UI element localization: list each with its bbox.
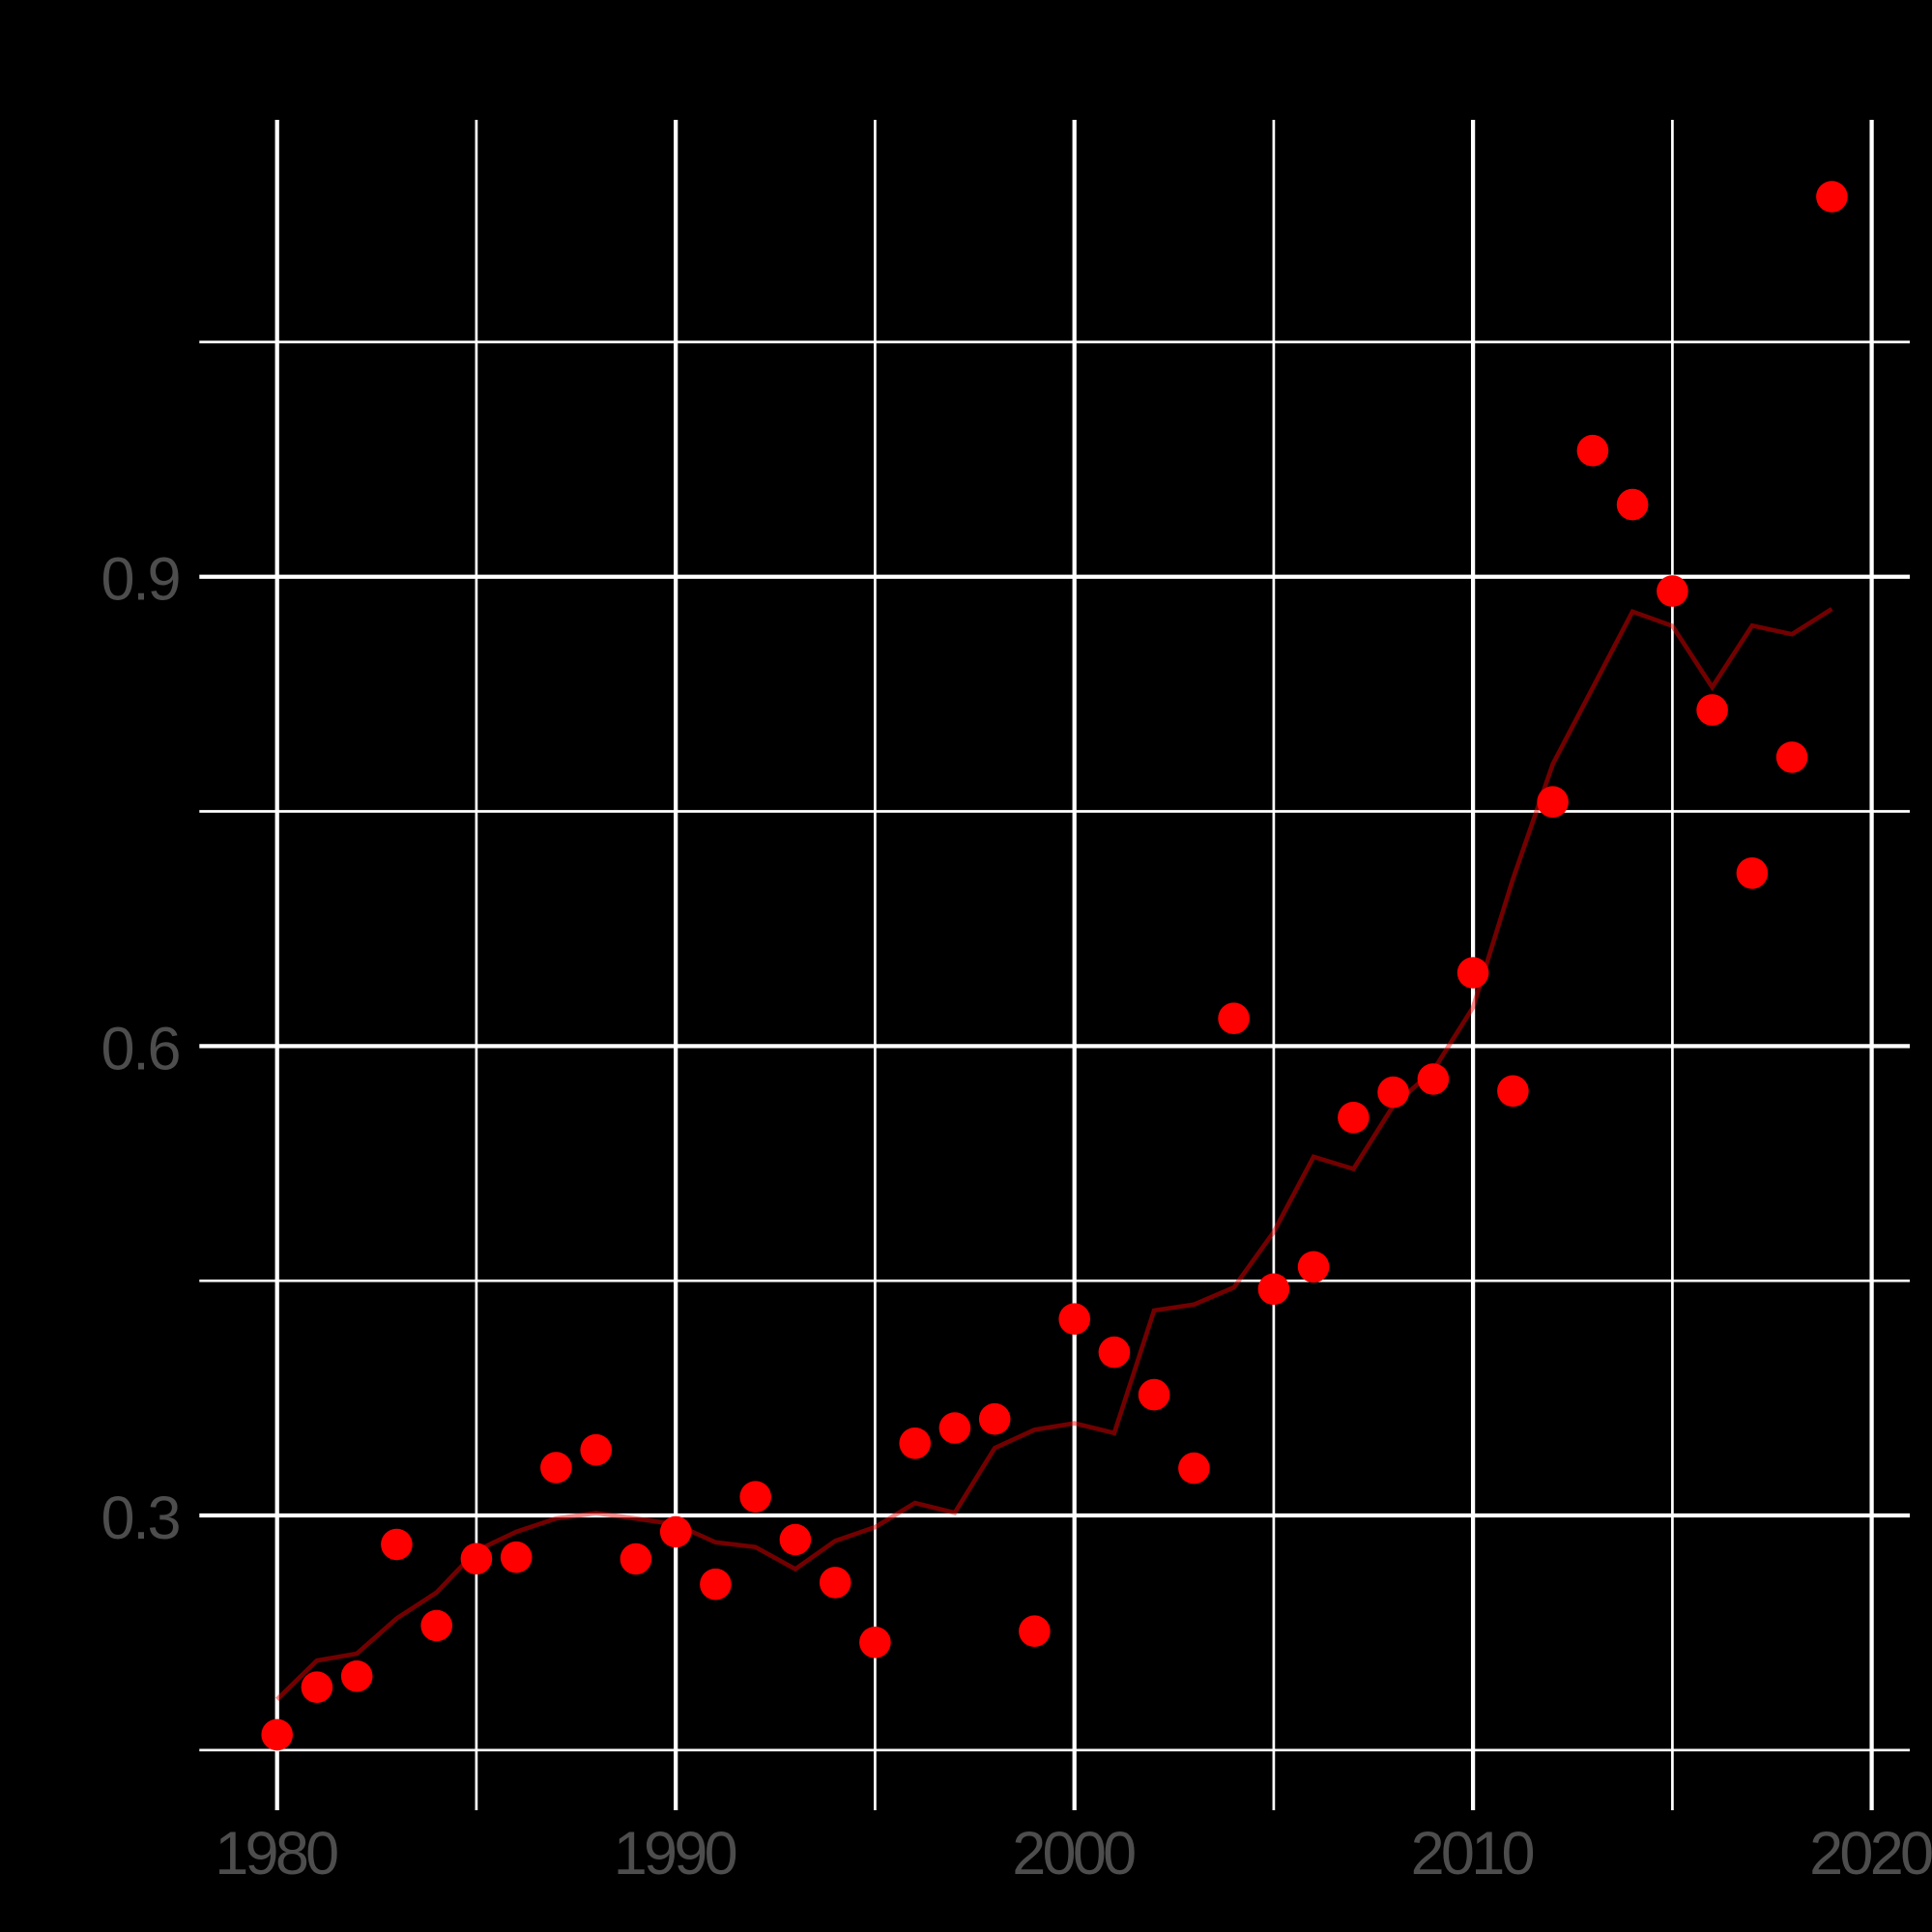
svg-text:2010: 2010 xyxy=(1411,1820,1536,1888)
svg-text:0.3: 0.3 xyxy=(101,1485,182,1552)
svg-text:0.9: 0.9 xyxy=(101,546,182,614)
svg-text:1980: 1980 xyxy=(215,1820,339,1888)
svg-text:0.6: 0.6 xyxy=(101,1015,182,1082)
svg-text:1990: 1990 xyxy=(614,1820,738,1888)
svg-text:2000: 2000 xyxy=(1012,1820,1137,1888)
svg-text:2020: 2020 xyxy=(1809,1820,1932,1888)
